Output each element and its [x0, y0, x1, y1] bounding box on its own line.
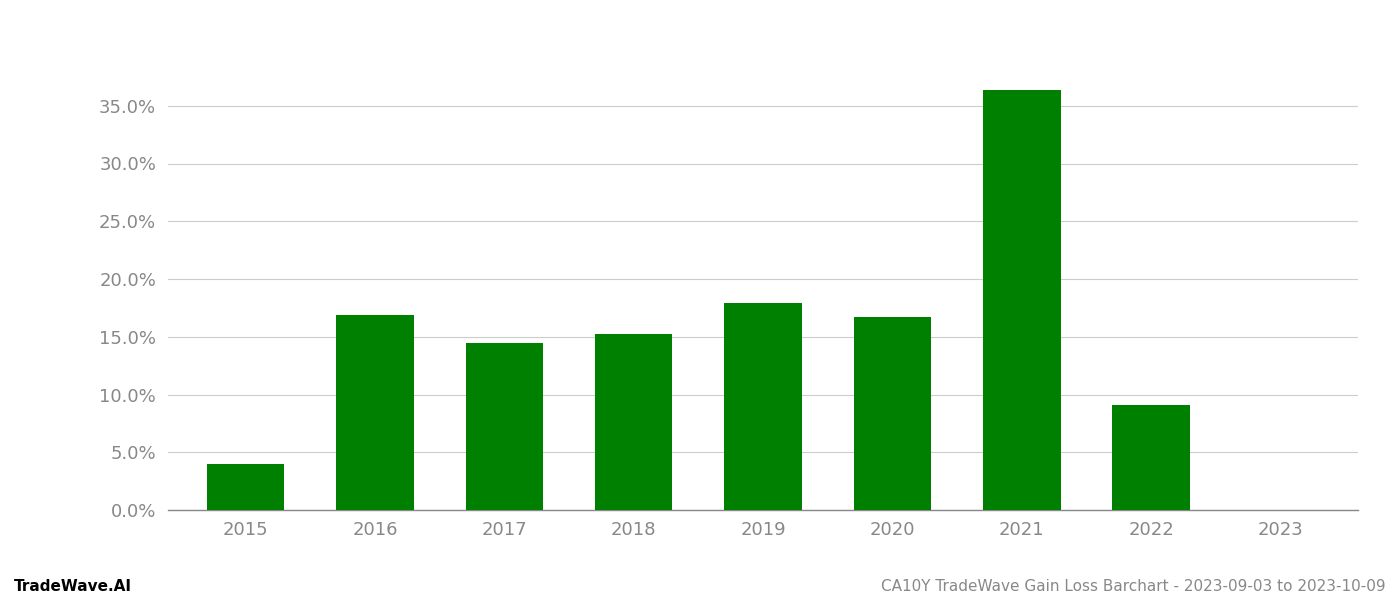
Bar: [207, 464, 284, 510]
Bar: [465, 343, 543, 510]
Bar: [724, 303, 802, 510]
Text: CA10Y TradeWave Gain Loss Barchart - 2023-09-03 to 2023-10-09: CA10Y TradeWave Gain Loss Barchart - 202…: [882, 579, 1386, 594]
Bar: [595, 334, 672, 510]
Bar: [983, 89, 1061, 510]
Bar: [1112, 405, 1190, 510]
Text: TradeWave.AI: TradeWave.AI: [14, 579, 132, 594]
Bar: [336, 315, 414, 510]
Bar: [854, 317, 931, 510]
